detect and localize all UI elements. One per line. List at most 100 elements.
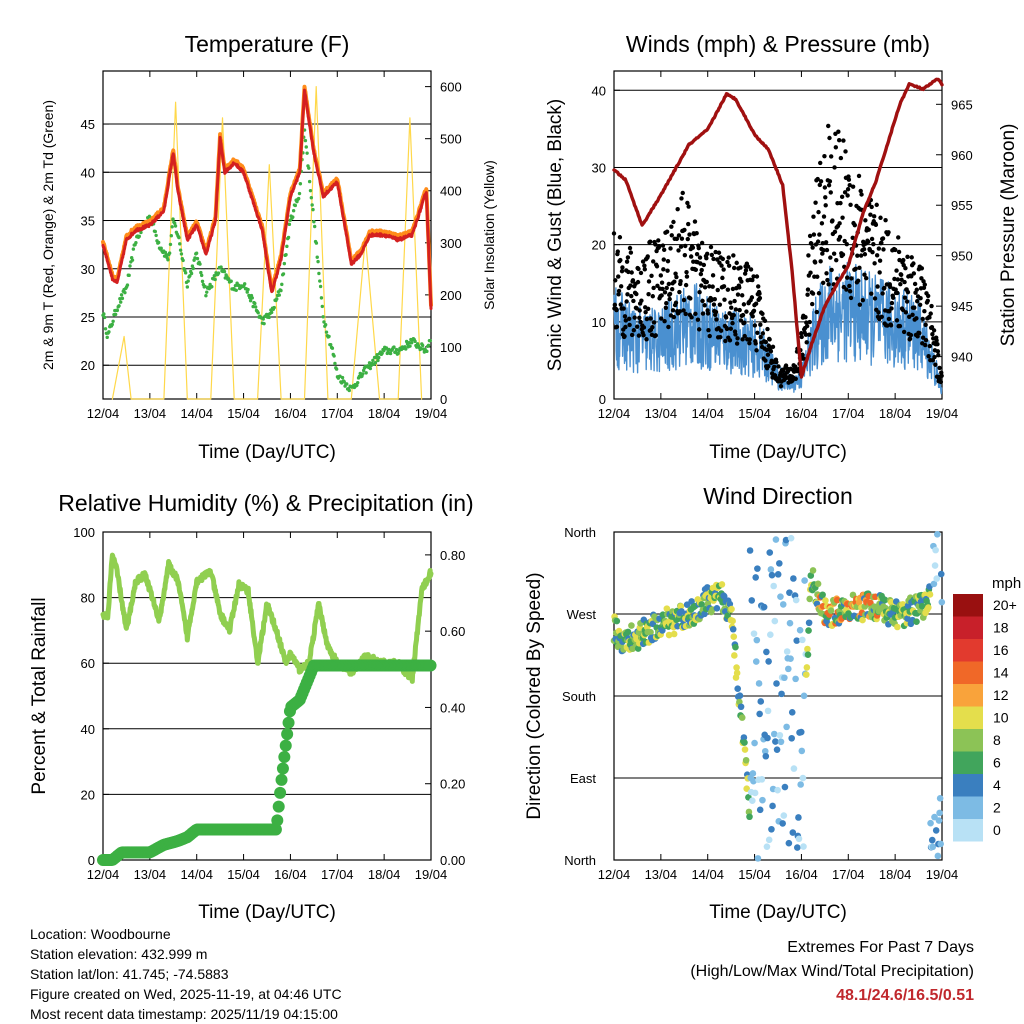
gust-point	[713, 249, 718, 255]
winds-layer: 12/04 13/04 14/04 15/04 16/04 17/04 18/04 19/04…	[592, 71, 973, 421]
gust-point	[818, 179, 824, 184]
wind-direction-point	[752, 574, 759, 581]
dewpoint-point	[256, 311, 260, 315]
wind-direction-x-tick-label: 14/04	[691, 867, 724, 882]
gust-point	[716, 250, 722, 255]
temperature-x-label: Time (Day/UTC)	[198, 442, 336, 463]
gust-point	[868, 212, 873, 217]
wind-direction-point	[613, 617, 621, 625]
wind-direction-point	[929, 843, 937, 851]
precipitation-point	[272, 800, 285, 813]
gust-point	[820, 280, 826, 285]
gust-point	[751, 274, 756, 279]
wind-direction-point	[746, 547, 754, 554]
winds-y2-label: Station Pressure (Maroon)	[998, 124, 1019, 347]
wind-direction-point	[781, 783, 789, 791]
wind-direction-point	[713, 605, 721, 612]
dewpoint-point	[253, 305, 258, 309]
dewpoint-point	[166, 258, 170, 262]
humidity-y-tick-label: 40	[81, 722, 95, 737]
gust-point	[860, 298, 866, 303]
wind-direction-point	[773, 746, 781, 753]
wind-direction-point	[663, 605, 671, 612]
colorbar-title: mph	[992, 575, 1021, 592]
gust-point	[815, 274, 820, 279]
gust-point	[642, 267, 647, 272]
gust-point	[692, 219, 698, 224]
dewpoint-point	[296, 196, 301, 201]
gust-point	[903, 310, 909, 315]
gust-point	[646, 291, 651, 297]
colorbar-label: 20+	[993, 597, 1017, 613]
wind-direction-point	[783, 648, 791, 655]
gust-point	[725, 287, 731, 292]
gust-point	[890, 295, 896, 300]
dewpoint-point	[428, 338, 432, 343]
gust-point	[686, 221, 691, 227]
gust-point	[915, 334, 920, 339]
wind-direction-point	[761, 747, 769, 755]
gust-point	[737, 307, 742, 313]
gust-point	[611, 231, 617, 236]
dewpoint-point	[171, 217, 175, 221]
wind-direction-point	[803, 664, 811, 671]
gust-point	[837, 221, 842, 226]
wind-direction-point	[793, 637, 801, 644]
gust-point	[632, 315, 637, 320]
wind-direction-point	[774, 571, 782, 578]
gust-point	[763, 339, 769, 345]
wind-direction-point	[786, 619, 794, 627]
wind-direction-point	[773, 680, 780, 687]
dewpoint-point	[280, 282, 284, 287]
gust-point	[845, 187, 851, 192]
wind-direction-point	[935, 817, 943, 824]
wind-direction-y-tick-label: South	[562, 689, 596, 704]
gust-point	[914, 287, 919, 292]
gust-point	[862, 272, 867, 277]
dewpoint-point	[213, 277, 217, 282]
gust-point	[623, 318, 629, 323]
humidity-x-tick-label: 12/04	[87, 867, 120, 882]
gust-point	[694, 251, 700, 257]
gust-point	[707, 333, 712, 339]
colorbar-swatch	[953, 616, 983, 639]
gust-point	[808, 270, 813, 275]
wind-direction-point	[677, 603, 685, 610]
gust-point	[728, 326, 734, 331]
gust-point	[757, 291, 762, 296]
dewpoint-point	[408, 344, 412, 348]
wind-direction-point	[930, 580, 938, 588]
humidity-y-tick-label: 60	[81, 656, 95, 671]
gust-point	[758, 322, 763, 327]
dewpoint-point	[307, 179, 312, 184]
winds-y-tick-label: 20	[592, 238, 606, 253]
dewpoint-point	[345, 382, 349, 386]
wind-direction-point	[732, 643, 739, 651]
gust-point	[888, 284, 893, 290]
humidity-x-tick-label: 18/04	[368, 867, 401, 882]
wind-direction-point	[765, 658, 772, 665]
dewpoint-point	[181, 258, 185, 263]
wind-direction-point	[764, 707, 772, 715]
gust-point	[748, 267, 754, 272]
wind-direction-point	[738, 714, 746, 721]
wind-direction-point	[937, 570, 945, 578]
gust-point	[920, 316, 925, 322]
colorbar-label: 14	[993, 665, 1009, 681]
dewpoint-point	[308, 188, 313, 193]
gust-point	[754, 348, 759, 353]
gust-point	[687, 232, 692, 237]
gust-point	[869, 204, 874, 210]
gust-point	[618, 284, 624, 289]
gust-point	[880, 236, 886, 241]
gust-point	[866, 239, 871, 244]
wind-direction-point	[763, 648, 770, 656]
gust-point	[616, 274, 621, 279]
gust-point	[863, 218, 868, 223]
gust-point	[675, 206, 680, 212]
wind-direction-x-tick-label: 19/04	[926, 867, 959, 882]
wind-direction-point	[704, 584, 711, 591]
dewpoint-point	[361, 372, 365, 376]
wind-direction-point	[928, 836, 936, 844]
station-latlon: Station lat/lon: 41.745; -74.5883	[30, 966, 229, 982]
